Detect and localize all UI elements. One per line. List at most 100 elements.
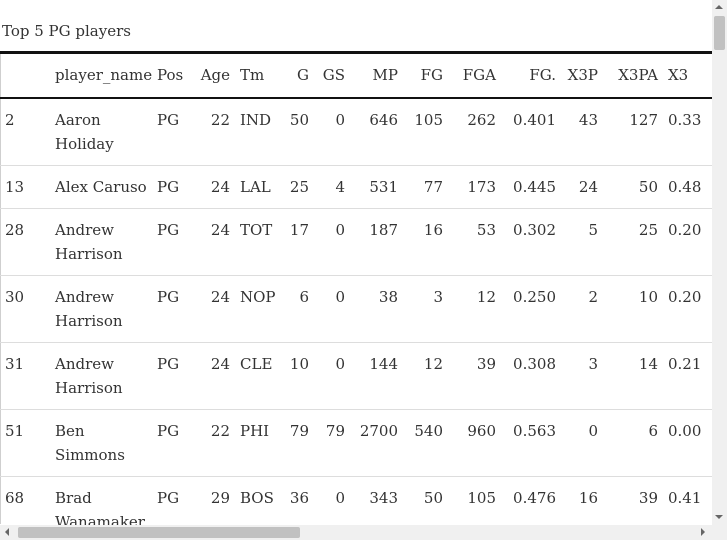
cell-fg: 12 bbox=[403, 342, 448, 410]
cell-player-name: Andrew Harrison bbox=[50, 208, 152, 276]
cell-tm: PHI bbox=[235, 409, 284, 477]
cell-fg-pct: 0.563 bbox=[501, 409, 561, 477]
header-index bbox=[0, 54, 50, 99]
table-caption: Top 5 PG players bbox=[2, 22, 131, 40]
cell-fga: 12 bbox=[448, 275, 501, 343]
cell-x3p: 2 bbox=[561, 275, 603, 343]
scroll-up-arrow-icon[interactable] bbox=[715, 5, 723, 9]
cell-x3p: 16 bbox=[561, 476, 603, 525]
cell-x3pa: 50 bbox=[603, 165, 663, 209]
cell-index: 30 bbox=[0, 275, 50, 343]
cell-gs: 79 bbox=[314, 409, 350, 477]
cell-player-name: Ben Simmons bbox=[50, 409, 152, 477]
horizontal-scrollbar[interactable] bbox=[0, 525, 712, 540]
header-gs: GS bbox=[314, 54, 350, 99]
cell-pos: PG bbox=[152, 342, 191, 410]
cell-gs: 4 bbox=[314, 165, 350, 209]
cell-fg-pct: 0.302 bbox=[501, 208, 561, 276]
cell-fg-pct: 0.445 bbox=[501, 165, 561, 209]
cell-x3p: 5 bbox=[561, 208, 603, 276]
scroll-down-arrow-icon[interactable] bbox=[715, 515, 723, 519]
cell-g: 6 bbox=[284, 275, 314, 343]
cell-g: 17 bbox=[284, 208, 314, 276]
cell-x3-pct: 0.33 bbox=[663, 98, 712, 166]
table-row: 30 Andrew Harrison PG 24 NOP 6 0 38 3 12 0.250 2 10 0… bbox=[0, 275, 712, 343]
cell-g: 10 bbox=[284, 342, 314, 410]
header-tm: Tm bbox=[235, 54, 284, 99]
cell-age: 22 bbox=[191, 409, 235, 477]
cell-fg-pct: 0.308 bbox=[501, 342, 561, 410]
cell-gs: 0 bbox=[314, 98, 350, 166]
horizontal-scroll-thumb[interactable] bbox=[18, 527, 300, 538]
scroll-left-arrow-icon[interactable] bbox=[5, 528, 9, 536]
header-x3pa: X3PA bbox=[603, 54, 663, 99]
cell-gs: 0 bbox=[314, 208, 350, 276]
cell-x3p: 3 bbox=[561, 342, 603, 410]
cell-player-name: Andrew Harrison bbox=[50, 342, 152, 410]
header-fg: FG bbox=[403, 54, 448, 99]
cell-fga: 53 bbox=[448, 208, 501, 276]
cell-g: 25 bbox=[284, 165, 314, 209]
table-row: 2 Aaron Holiday PG 22 IND 50 0 646 105 262 0.401 43… bbox=[0, 98, 712, 166]
cell-tm: TOT bbox=[235, 208, 284, 276]
cell-age: 24 bbox=[191, 165, 235, 209]
cell-age: 24 bbox=[191, 275, 235, 343]
vertical-scrollbar[interactable] bbox=[712, 0, 727, 525]
scroll-right-arrow-icon[interactable] bbox=[701, 528, 705, 536]
header-player-name: player_name bbox=[50, 54, 152, 99]
cell-fg-pct: 0.250 bbox=[501, 275, 561, 343]
cell-g: 79 bbox=[284, 409, 314, 477]
cell-age: 24 bbox=[191, 208, 235, 276]
cell-index: 28 bbox=[0, 208, 50, 276]
cell-index: 51 bbox=[0, 409, 50, 477]
cell-x3p: 0 bbox=[561, 409, 603, 477]
cell-index: 13 bbox=[0, 165, 50, 209]
cell-fg: 50 bbox=[403, 476, 448, 525]
header-x3-pct: X3 bbox=[663, 54, 712, 99]
cell-x3-pct: 0.20 bbox=[663, 275, 712, 343]
cell-x3-pct: 0.41 bbox=[663, 476, 712, 525]
cell-x3-pct: 0.20 bbox=[663, 208, 712, 276]
cell-fga: 105 bbox=[448, 476, 501, 525]
table-row: 31 Andrew Harrison PG 24 CLE 10 0 144 12 39 0.308 3… bbox=[0, 342, 712, 410]
cell-x3-pct: 0.00 bbox=[663, 409, 712, 477]
header-row: player_name Pos Age Tm G GS MP FG FGA FG… bbox=[0, 54, 712, 99]
header-pos: Pos bbox=[152, 54, 191, 99]
cell-x3pa: 14 bbox=[603, 342, 663, 410]
table-row: 68 Brad Wanamaker PG 29 BOS 36 0 343 50 105 0.476 1… bbox=[0, 476, 712, 525]
cell-fga: 173 bbox=[448, 165, 501, 209]
players-table: player_name Pos Age Tm G GS MP FG FGA FG… bbox=[0, 54, 712, 525]
cell-fg: 540 bbox=[403, 409, 448, 477]
vertical-scroll-thumb[interactable] bbox=[714, 16, 725, 50]
cell-tm: CLE bbox=[235, 342, 284, 410]
cell-player-name: Andrew Harrison bbox=[50, 275, 152, 343]
header-fga: FGA bbox=[448, 54, 501, 99]
cell-x3pa: 25 bbox=[603, 208, 663, 276]
cell-pos: PG bbox=[152, 98, 191, 166]
cell-age: 22 bbox=[191, 98, 235, 166]
table-row: 51 Ben Simmons PG 22 PHI 79 79 2700 540 960 0.563 0… bbox=[0, 409, 712, 477]
cell-x3pa: 39 bbox=[603, 476, 663, 525]
header-age: Age bbox=[191, 54, 235, 99]
cell-pos: PG bbox=[152, 409, 191, 477]
cell-g: 36 bbox=[284, 476, 314, 525]
cell-gs: 0 bbox=[314, 275, 350, 343]
header-fg-pct: FG. bbox=[501, 54, 561, 99]
cell-mp: 38 bbox=[350, 275, 403, 343]
cell-tm: NOP bbox=[235, 275, 284, 343]
cell-fg: 3 bbox=[403, 275, 448, 343]
cell-gs: 0 bbox=[314, 476, 350, 525]
cell-pos: PG bbox=[152, 208, 191, 276]
cell-fga: 262 bbox=[448, 98, 501, 166]
cell-g: 50 bbox=[284, 98, 314, 166]
cell-age: 24 bbox=[191, 342, 235, 410]
cell-index: 68 bbox=[0, 476, 50, 525]
table-row: 28 Andrew Harrison PG 24 TOT 17 0 187 16 53 0.302 5… bbox=[0, 208, 712, 276]
table-row: 13 Alex Caruso PG 24 LAL 25 4 531 77 173 0.445 24 50… bbox=[0, 165, 712, 209]
cell-x3p: 43 bbox=[561, 98, 603, 166]
cell-x3-pct: 0.48 bbox=[663, 165, 712, 209]
cell-fg-pct: 0.401 bbox=[501, 98, 561, 166]
cell-player-name: Brad Wanamaker bbox=[50, 476, 152, 525]
cell-fg: 16 bbox=[403, 208, 448, 276]
cell-mp: 531 bbox=[350, 165, 403, 209]
